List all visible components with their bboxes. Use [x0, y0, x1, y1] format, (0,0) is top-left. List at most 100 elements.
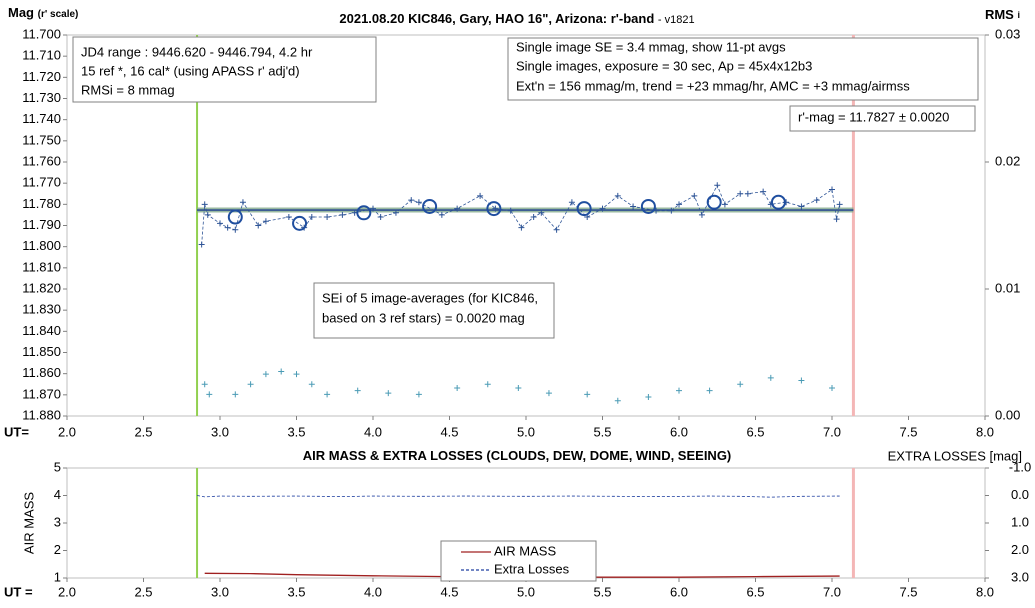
data-point [737, 190, 744, 197]
y-tick-label: 4 [54, 487, 61, 502]
y2-tick-label: 3.0 [1011, 569, 1029, 584]
y-tick-label: 11.740 [22, 111, 61, 126]
legend-label: Extra Losses [494, 561, 570, 576]
data-point [553, 226, 560, 233]
annotation-text: SEi of 5 image-averages (for KIC846, [322, 290, 538, 305]
annotation-box [72, 36, 377, 103]
data-point [239, 199, 246, 206]
y2-label-sub: i [1017, 10, 1020, 20]
y-tick-label: 11.710 [22, 48, 61, 63]
annotation-box [507, 37, 979, 101]
data-point [285, 214, 292, 221]
y-tick-label: 11.850 [22, 344, 61, 359]
x-tick-label: 2.5 [134, 424, 152, 439]
data-point [630, 203, 637, 210]
chart-title: AIR MASS & EXTRA LOSSES (CLOUDS, DEW, DO… [303, 448, 732, 463]
y-tick-label: 11.870 [22, 386, 61, 401]
y-tick-label: 11.830 [22, 302, 61, 317]
y2-tick-label: 0.02 [995, 153, 1020, 168]
y2-tick-label: 0.00 [995, 407, 1020, 422]
data-point [308, 214, 315, 221]
data-point [262, 371, 269, 378]
x-tick-label: 5.5 [593, 424, 611, 439]
x-tick-label: 5.0 [517, 424, 535, 439]
data-point [339, 211, 346, 218]
data-point [247, 381, 254, 388]
y2-tick-label: 1.0 [1011, 514, 1029, 529]
data-point [833, 216, 840, 223]
data-point [232, 391, 239, 398]
annotation-text: based on 3 ref stars) = 0.0020 mag [322, 310, 525, 325]
x-tick-label: 3.0 [211, 424, 229, 439]
data-point [545, 390, 552, 397]
average-point [356, 205, 372, 221]
data-point [438, 211, 445, 218]
data-point [201, 381, 208, 388]
x-tick-label: 4.5 [440, 424, 458, 439]
annotation-text: r'-mag = 11.7827 ± 0.0020 [798, 109, 949, 124]
average-point [770, 194, 786, 210]
data-point [538, 209, 545, 216]
data-point [584, 391, 591, 398]
y-tick-label: 11.840 [22, 323, 61, 338]
x-axis-label: UT = [4, 584, 33, 599]
data-point [370, 205, 376, 212]
average-point [576, 201, 592, 217]
x-tick-label: 6.5 [746, 424, 764, 439]
data-point [698, 211, 705, 218]
x-axis-label: UT= [4, 424, 29, 439]
data-point [507, 207, 514, 214]
data-point [377, 214, 384, 221]
data-point [760, 188, 767, 195]
y-tick-label: 11.860 [22, 365, 61, 380]
annotation-box [789, 105, 976, 132]
x-tick-label: 7.5 [899, 584, 917, 599]
y2-label-text: RMS [985, 7, 1014, 22]
data-point [484, 381, 491, 388]
average-point [486, 201, 502, 217]
annotation-text: Ext'n = 156 mmag/m, trend = +23 mmag/hr,… [516, 78, 910, 93]
legend-label: AIR MASS [494, 543, 556, 558]
data-point [829, 385, 835, 392]
y-tick-label: 2 [54, 542, 61, 557]
data-point [255, 222, 262, 229]
x-tick-label: 4.0 [364, 424, 382, 439]
y-tick-label: 11.820 [22, 280, 61, 295]
y-tick-label: 11.800 [22, 238, 61, 253]
chart-title: 2021.08.20 KIC846, Gary, HAO 16", Arizon… [339, 11, 694, 26]
y-label-text: Mag [8, 5, 34, 20]
y-tick-label: 11.770 [22, 175, 61, 190]
data-point [308, 381, 315, 388]
data-point [676, 201, 682, 208]
y-axis-label: AIR MASS [21, 492, 36, 554]
data-point [706, 387, 713, 394]
x-tick-label: 6.5 [746, 584, 764, 599]
data-point [385, 390, 392, 397]
data-point [293, 371, 300, 378]
data-point [278, 368, 285, 375]
data-point [324, 214, 331, 221]
data-point [798, 377, 805, 384]
data-point [204, 211, 211, 218]
y-tick-label: 11.780 [22, 196, 61, 211]
data-point [737, 381, 744, 388]
y2-axis-label: EXTRA LOSSES [mag] [888, 448, 1022, 463]
data-point [798, 203, 805, 210]
data-point [198, 241, 205, 248]
x-tick-label: 7.0 [823, 424, 841, 439]
y-tick-label: 11.730 [22, 90, 61, 105]
data-point [676, 387, 682, 394]
average-point [640, 198, 656, 214]
y2-tick-label: -1.0 [1009, 459, 1031, 474]
data-point [408, 197, 415, 204]
y-tick-label: 11.760 [22, 153, 61, 168]
average-point [227, 209, 243, 225]
average-point [422, 198, 438, 214]
y2-tick-label: 2.0 [1011, 542, 1029, 557]
data-point [262, 218, 269, 225]
x-tick-label: 4.5 [440, 584, 458, 599]
data-point [744, 190, 751, 197]
y2-tick-label: 0.01 [995, 280, 1020, 295]
y-tick-label: 11.880 [22, 407, 61, 422]
